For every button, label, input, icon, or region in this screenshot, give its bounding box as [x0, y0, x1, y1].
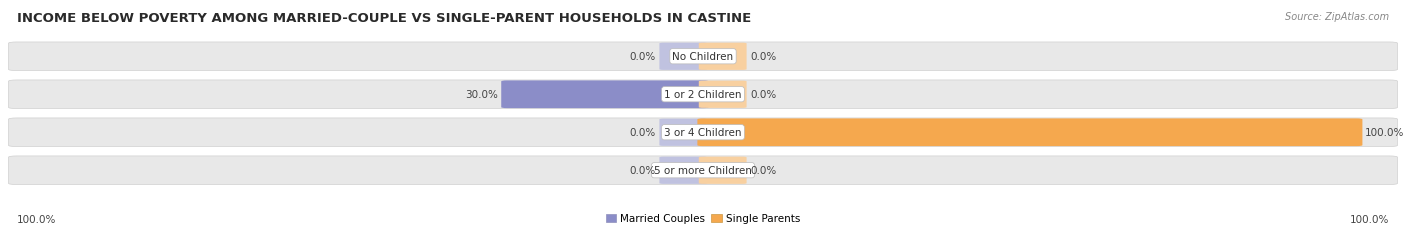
Text: 0.0%: 0.0% — [628, 166, 655, 176]
Legend: Married Couples, Single Parents: Married Couples, Single Parents — [606, 213, 800, 224]
Text: INCOME BELOW POVERTY AMONG MARRIED-COUPLE VS SINGLE-PARENT HOUSEHOLDS IN CASTINE: INCOME BELOW POVERTY AMONG MARRIED-COUPL… — [17, 12, 751, 24]
Text: 0.0%: 0.0% — [628, 52, 655, 62]
Text: 0.0%: 0.0% — [751, 166, 778, 176]
FancyBboxPatch shape — [659, 157, 707, 184]
Text: 1 or 2 Children: 1 or 2 Children — [664, 90, 742, 100]
FancyBboxPatch shape — [8, 43, 1398, 71]
Text: 100.0%: 100.0% — [1365, 128, 1405, 138]
Text: 0.0%: 0.0% — [751, 90, 778, 100]
Text: 0.0%: 0.0% — [751, 52, 778, 62]
FancyBboxPatch shape — [8, 156, 1398, 185]
FancyBboxPatch shape — [501, 81, 709, 109]
Text: 3 or 4 Children: 3 or 4 Children — [664, 128, 742, 138]
Text: 5 or more Children: 5 or more Children — [654, 166, 752, 176]
FancyBboxPatch shape — [659, 43, 707, 71]
Text: 100.0%: 100.0% — [17, 214, 56, 225]
FancyBboxPatch shape — [8, 119, 1398, 147]
Text: No Children: No Children — [672, 52, 734, 62]
FancyBboxPatch shape — [659, 119, 707, 146]
Text: 100.0%: 100.0% — [1350, 214, 1389, 225]
Text: 0.0%: 0.0% — [628, 128, 655, 138]
Text: 30.0%: 30.0% — [465, 90, 498, 100]
Text: Source: ZipAtlas.com: Source: ZipAtlas.com — [1285, 12, 1389, 21]
FancyBboxPatch shape — [697, 119, 1362, 146]
FancyBboxPatch shape — [699, 43, 747, 71]
FancyBboxPatch shape — [8, 81, 1398, 109]
FancyBboxPatch shape — [699, 81, 747, 108]
FancyBboxPatch shape — [699, 157, 747, 184]
